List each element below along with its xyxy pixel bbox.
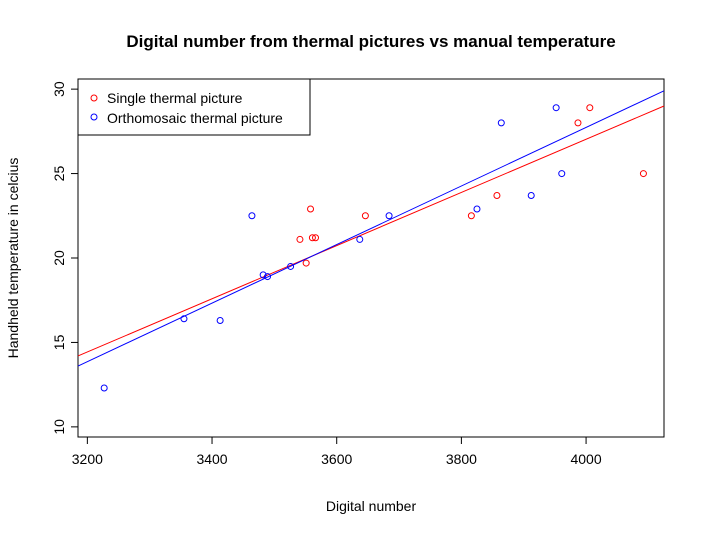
series-1 <box>77 90 665 392</box>
legend-box <box>77 78 311 136</box>
x-tick-label: 3400 <box>196 451 227 467</box>
x-tick-label: 3600 <box>321 451 352 467</box>
data-point <box>307 205 315 213</box>
data-point <box>259 271 267 279</box>
x-axis: 3200 3400 3600 3800 4000 <box>72 436 602 467</box>
data-point <box>639 170 647 178</box>
series-0 <box>77 104 665 357</box>
x-tick-label: 4000 <box>570 451 601 467</box>
regression-line <box>77 105 665 357</box>
data-point <box>296 235 304 243</box>
y-tick-label: 15 <box>51 334 67 350</box>
data-point <box>493 192 501 200</box>
y-axis-label: Handheld temperature in celcius <box>5 158 21 359</box>
plot-area <box>77 90 665 392</box>
y-tick-label: 20 <box>51 250 67 266</box>
x-axis-label: Digital number <box>326 498 417 514</box>
data-point <box>497 119 505 127</box>
data-point <box>574 119 582 127</box>
data-point <box>467 212 475 220</box>
legend-label-ortho: Orthomosaic thermal picture <box>107 110 283 126</box>
chart-title: Digital number from thermal pictures vs … <box>126 32 615 51</box>
data-point <box>302 259 310 267</box>
y-tick-label: 10 <box>51 419 67 435</box>
x-tick-label: 3800 <box>446 451 477 467</box>
legend-marker-single <box>90 94 98 102</box>
data-point <box>180 315 188 323</box>
data-point <box>216 316 224 324</box>
data-point <box>308 234 316 242</box>
data-point <box>287 262 295 270</box>
regression-line <box>77 90 665 367</box>
y-tick-label: 30 <box>51 81 67 97</box>
data-point <box>558 170 566 178</box>
legend-label-single: Single thermal picture <box>107 90 243 106</box>
data-point <box>356 235 364 243</box>
data-point <box>248 212 256 220</box>
x-tick-label: 3200 <box>72 451 103 467</box>
y-tick-label: 25 <box>51 166 67 182</box>
y-axis: 10 15 20 25 30 <box>51 81 79 435</box>
data-point <box>473 205 481 213</box>
data-point <box>264 273 272 281</box>
data-point <box>552 104 560 112</box>
data-point <box>586 104 594 112</box>
data-point <box>385 212 393 220</box>
legend-marker-ortho <box>90 113 98 121</box>
legend: Single thermal picture Orthomosaic therm… <box>77 78 311 136</box>
data-point <box>312 234 320 242</box>
data-point <box>527 192 535 200</box>
data-point <box>100 384 108 392</box>
data-point <box>361 212 369 220</box>
